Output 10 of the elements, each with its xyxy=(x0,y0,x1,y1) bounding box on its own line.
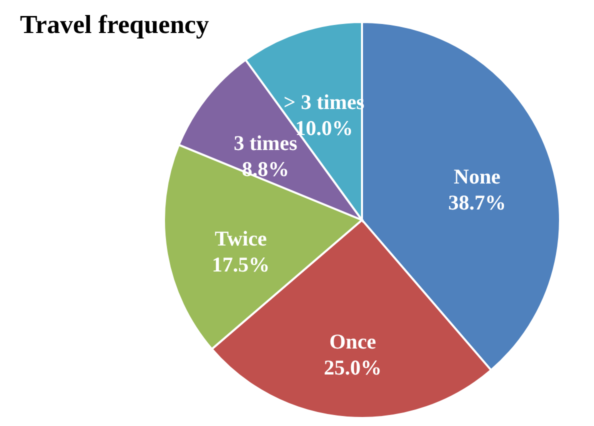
data-label: 17.5% xyxy=(212,252,270,277)
data-label: 38.7% xyxy=(448,190,506,214)
data-label: 8.8% xyxy=(242,157,290,182)
slice-label: 3 times xyxy=(234,131,298,156)
chart-title: Travel frequency xyxy=(20,10,209,39)
slice-label: Once xyxy=(329,329,376,354)
slice-label: None xyxy=(454,164,500,188)
slice-label: Twice xyxy=(214,226,267,251)
data-label: 25.0% xyxy=(324,355,382,380)
data-label: 10.0% xyxy=(295,116,353,140)
